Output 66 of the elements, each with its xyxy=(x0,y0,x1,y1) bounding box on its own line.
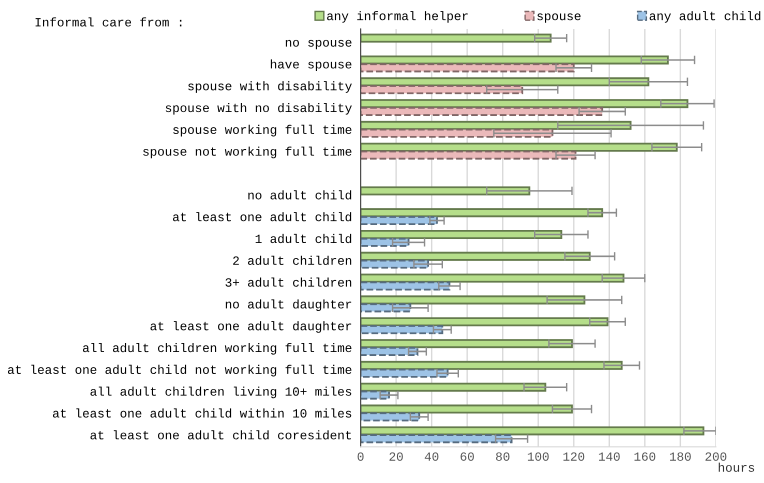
y-tick-label: at least one adult child coresident xyxy=(90,430,351,440)
y-tick-label: at least one adult child xyxy=(173,212,352,222)
bar xyxy=(360,99,688,108)
bar xyxy=(360,412,420,422)
bar xyxy=(360,34,552,43)
x-tick-label: 60 xyxy=(460,452,474,461)
x-tick-label: 160 xyxy=(634,452,656,461)
x-tick-label: 140 xyxy=(598,452,620,461)
y-tick-label: no adult daughter xyxy=(226,299,352,311)
bar xyxy=(360,368,449,378)
x-tick-label: 200 xyxy=(705,452,726,461)
bar xyxy=(360,404,573,414)
bar xyxy=(360,274,624,283)
bar xyxy=(360,281,450,290)
y-tick-label: no spouse xyxy=(286,40,352,50)
bar xyxy=(360,216,438,226)
bar xyxy=(360,85,524,94)
x-tick-label: 0 xyxy=(358,452,364,461)
bar xyxy=(360,63,575,72)
y-tick-label: 3+ adult children xyxy=(226,278,352,287)
bar xyxy=(360,325,444,334)
y-tick-label: all adult children working full time xyxy=(82,342,352,355)
legend-label: spouse xyxy=(537,13,581,23)
bar xyxy=(360,346,418,356)
bar xyxy=(360,128,554,138)
bar xyxy=(360,260,430,269)
bar xyxy=(360,230,562,240)
legend-label: any adult child xyxy=(650,11,760,23)
x-tick-label: 100 xyxy=(528,452,549,461)
bar xyxy=(360,303,412,312)
x-tick-label: 80 xyxy=(496,452,510,461)
bar xyxy=(360,106,604,116)
y-tick-label: spouse not working full time xyxy=(143,146,352,158)
y-tick-label: spouse with no disability xyxy=(166,102,352,115)
bar xyxy=(360,55,669,64)
bar xyxy=(360,434,512,444)
bar xyxy=(360,208,604,218)
bar xyxy=(360,382,546,392)
bar xyxy=(360,186,530,196)
bar xyxy=(360,142,678,152)
y-tick-label: have spouse xyxy=(270,59,352,72)
bar xyxy=(360,360,623,370)
x-tick-label: 40 xyxy=(424,452,438,461)
y-tick-label: no adult child xyxy=(248,190,352,200)
legend-title: Informal care from : xyxy=(36,17,182,27)
legend-label: any informal helper xyxy=(327,11,468,23)
x-tick-label: 180 xyxy=(670,452,691,461)
y-tick-label: at least one adult daughter xyxy=(150,321,352,333)
y-tick-label: 2 adult children xyxy=(233,256,352,265)
x-axis-title: hours xyxy=(718,462,754,472)
y-tick-label: 1 adult child xyxy=(256,234,352,244)
bar xyxy=(360,295,586,304)
bar xyxy=(360,150,576,160)
x-tick-label: 120 xyxy=(563,452,584,461)
bar xyxy=(360,238,410,247)
bar xyxy=(360,77,650,86)
bar xyxy=(360,339,573,348)
y-tick-label: at least one adult child not working full time xyxy=(8,364,352,376)
bar xyxy=(360,252,591,261)
x-tick-label: 20 xyxy=(390,452,403,461)
y-tick-label: all adult children living 10+ miles xyxy=(90,386,352,398)
y-tick-label: at least one adult child within 10 miles xyxy=(52,408,352,418)
bar xyxy=(360,426,704,436)
y-tick-label: spouse working full time xyxy=(173,124,352,136)
bar xyxy=(360,317,608,326)
y-tick-label: spouse with disability xyxy=(188,81,352,93)
